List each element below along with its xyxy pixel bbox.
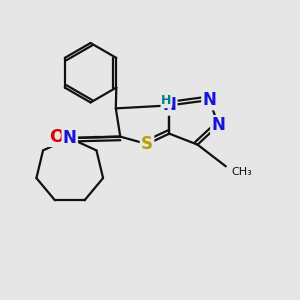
Text: O: O [49,128,64,146]
Text: N: N [202,91,216,109]
Text: CH₃: CH₃ [232,167,253,177]
Text: N: N [63,129,77,147]
Text: N: N [212,116,225,134]
Text: H: H [161,94,172,107]
Text: S: S [141,135,153,153]
Text: N: N [162,96,176,114]
